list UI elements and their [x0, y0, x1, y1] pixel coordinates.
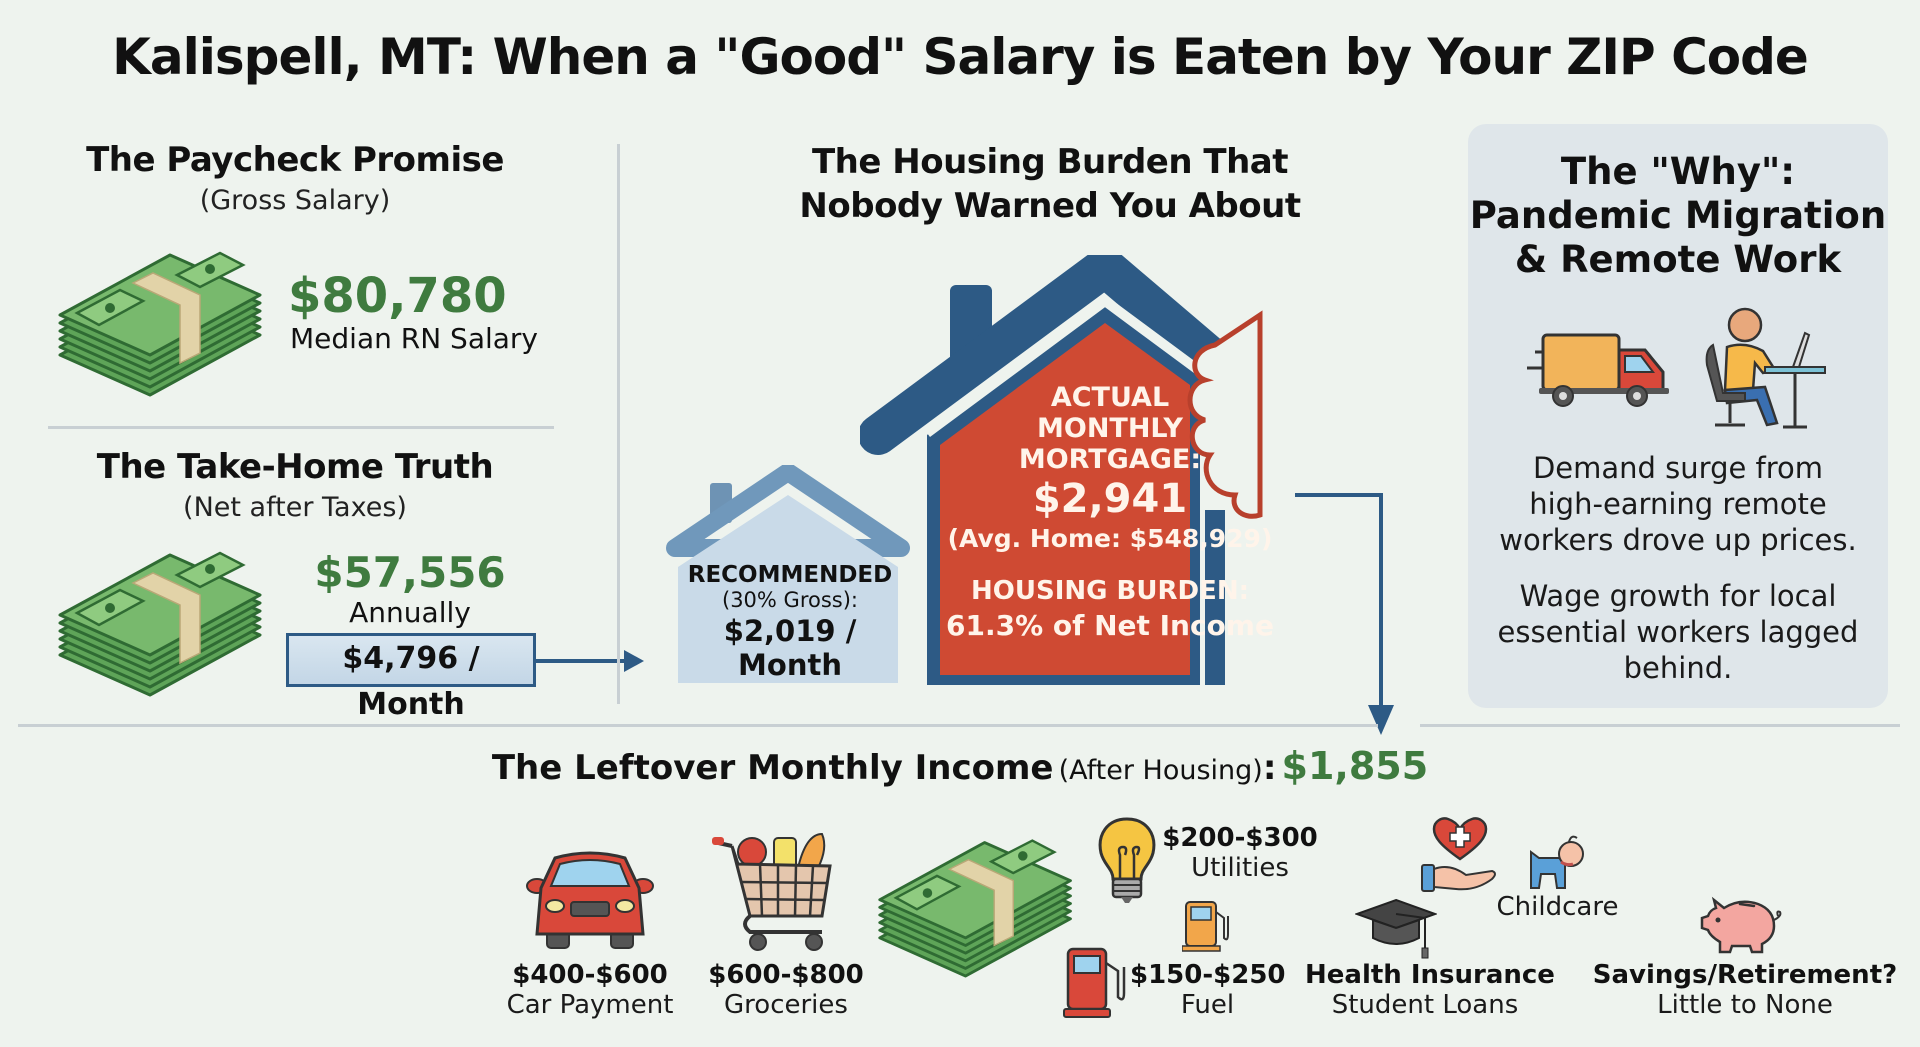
money-stack-icon [58, 251, 262, 397]
gross-salary-label: Median RN Salary [290, 322, 538, 355]
graduation-cap-icon [1355, 898, 1437, 959]
health-hand-icon [1421, 817, 1496, 892]
actual-label-line2: MONTHLY [1037, 413, 1183, 444]
housing-heading: The Housing Burden That Nobody Warned Yo… [640, 140, 1460, 228]
arrow-down-icon [1295, 493, 1394, 735]
takehome-subheading: (Net after Taxes) [183, 492, 407, 523]
housing-burden-label: HOUSING BURDEN: [971, 576, 1249, 606]
money-stack-icon [878, 839, 1072, 978]
why-title-line3: & Remote Work [1514, 238, 1842, 281]
why-text-line: essential workers lagged [1497, 615, 1859, 649]
fuel-label: Fuel [1180, 990, 1235, 1020]
recommended-house-icon [666, 465, 910, 683]
leftover-label: The Leftover Monthly Income [491, 748, 1054, 788]
groceries-amount: $600-$800 [708, 960, 864, 990]
takehome-heading: The Take-Home Truth [96, 447, 494, 487]
net-salary-amount: $57,556 [314, 548, 506, 597]
actual-mortgage-amount: $2,941 [1032, 476, 1188, 522]
divider [18, 724, 1378, 727]
savings-label: Savings/Retirement? [1592, 960, 1898, 990]
fuel-amount: $150-$250 [1130, 960, 1286, 990]
recommended-basis: (30% Gross): [722, 588, 858, 612]
housing-heading-line1: The Housing Burden That [811, 142, 1289, 182]
fuel-pump-icon [1182, 901, 1229, 952]
leftover-income-row: The Leftover Monthly Income (After Housi… [0, 744, 1920, 788]
savings-value: Little to None [1657, 990, 1833, 1020]
housing-heading-line2: Nobody Warned You About [799, 186, 1301, 226]
why-text-line: Wage growth for local [1519, 579, 1837, 613]
money-stack-icon [58, 551, 262, 697]
why-text-line: behind. [1623, 651, 1733, 685]
utilities-label: Utilities [1191, 853, 1289, 883]
utilities-amount: $200-$300 [1162, 823, 1318, 853]
piggy-bank-icon [1700, 896, 1782, 954]
fuel-pump-icon [1063, 947, 1126, 1018]
arrow-right-icon [536, 650, 644, 672]
actual-mortgage-text: ACTUAL MONTHLY MORTGAGE: $2,941 (Avg. Ho… [930, 382, 1290, 645]
actual-house-bitten-icon [860, 255, 1263, 685]
lightbulb-icon [1098, 817, 1156, 903]
car-payment-label: Car Payment [506, 990, 674, 1020]
divider [48, 426, 554, 429]
groceries-label: Groceries [724, 990, 848, 1020]
moving-truck-icon [1527, 333, 1669, 407]
why-title-line2: Pandemic Migration [1469, 194, 1887, 237]
why-paragraph-2: Wage growth for local essential workers … [1468, 578, 1888, 686]
car-payment-amount: $400-$600 [512, 960, 668, 990]
housing-burden-value: 61.3% of Net Income [946, 609, 1274, 642]
monthly-net-box: $4,796 / Month [286, 633, 536, 722]
childcare-icon [1530, 835, 1584, 889]
recommended-label: RECOMMENDED [687, 562, 893, 588]
paycheck-heading: The Paycheck Promise [86, 140, 504, 180]
why-paragraph-1: Demand surge from high-earning remote wo… [1468, 450, 1888, 558]
actual-label-line1: ACTUAL [1050, 382, 1170, 413]
recommended-housing-text: RECOMMENDED (30% Gross): $2,019 / Month [680, 562, 900, 682]
avg-home-price: (Avg. Home: $548,929) [947, 524, 1273, 553]
recommended-amount: $2,019 / Month [723, 614, 857, 682]
column-divider [617, 144, 620, 704]
why-title-line1: The "Why": [1560, 150, 1796, 193]
divider [1420, 724, 1900, 727]
why-panel [1468, 124, 1888, 708]
why-text-line: workers drove up prices. [1499, 523, 1857, 557]
childcare-label: Childcare [1496, 892, 1619, 922]
paycheck-subheading: (Gross Salary) [199, 185, 391, 216]
health-insurance-label: Health Insurance [1305, 960, 1555, 990]
leftover-amount: $1,855 [1281, 744, 1429, 788]
student-loans-label: Student Loans [1331, 990, 1519, 1020]
shopping-cart-icon [712, 832, 832, 951]
net-salary-label: Annually [349, 596, 471, 629]
page-title: Kalispell, MT: When a "Good" Salary is E… [112, 28, 1809, 86]
car-icon [526, 851, 654, 949]
leftover-colon: : [1262, 748, 1277, 788]
remote-worker-icon [1705, 307, 1826, 429]
actual-label-line3: MORTGAGE: [1018, 444, 1202, 475]
why-text-line: Demand surge from [1532, 451, 1824, 485]
why-text-line: high-earning remote [1529, 487, 1827, 521]
why-title: The "Why": Pandemic Migration & Remote W… [1468, 150, 1888, 282]
gross-salary-amount: $80,780 [288, 268, 507, 324]
leftover-qualifier: (After Housing) [1058, 755, 1263, 786]
